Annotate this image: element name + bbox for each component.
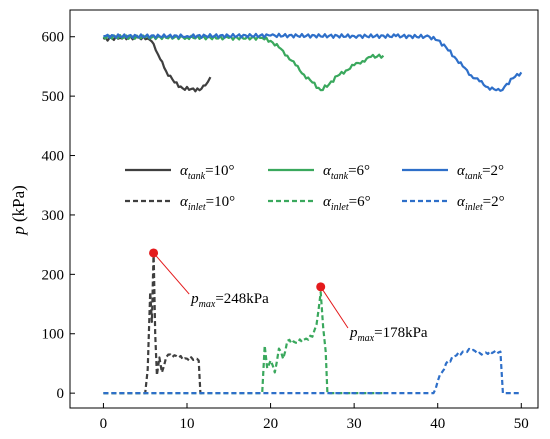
legend-label-2: αtank=6° — [323, 163, 370, 182]
y-tick-label-3: 300 — [42, 208, 65, 224]
plot-frame — [69, 9, 539, 409]
x-tick-label-0: 0 — [100, 416, 108, 432]
legend-label-0: αtank=10° — [180, 163, 235, 182]
y-axis-label: p (kPa) — [9, 185, 28, 236]
series-line-0 — [102, 35, 212, 93]
y-tick-label-5: 500 — [42, 89, 65, 105]
series-line-3 — [103, 291, 384, 395]
x-tick-label-5: 50 — [514, 416, 529, 432]
legend: αtank=10° αtank=6° αtank=2° αinlet=10° αinle… — [125, 163, 505, 213]
annotation-leader-1 — [320, 286, 349, 329]
annotation-label-1: pmax=178kPa — [349, 325, 428, 344]
y-tick-label-6: 600 — [42, 30, 65, 46]
annotations: pmax=248kPa pmax=178kPa — [149, 248, 428, 344]
series-line-2 — [102, 34, 385, 92]
legend-label-5: αinlet=2° — [457, 194, 505, 213]
annotation-leader-0 — [153, 252, 190, 295]
y-tick-label-0: 0 — [57, 386, 65, 402]
legend-label-3: αinlet=6° — [323, 194, 371, 213]
series-line-5 — [103, 347, 522, 395]
legend-label-1: αinlet=10° — [180, 194, 235, 213]
y-tick-label-2: 200 — [42, 267, 65, 283]
annotation-marker-1 — [316, 282, 326, 292]
y-tick-label-4: 400 — [42, 149, 65, 165]
legend-label-4: αtank=2° — [457, 163, 504, 182]
x-tick-label-3: 30 — [347, 416, 362, 432]
x-tick-label-2: 20 — [263, 416, 278, 432]
annotation-marker-0 — [149, 248, 159, 258]
series-line-4 — [103, 32, 523, 92]
series-line-1 — [103, 250, 204, 395]
annotation-label-0: pmax=248kPa — [190, 291, 269, 310]
x-tick-label-1: 10 — [180, 416, 195, 432]
y-tick-label-1: 100 — [42, 327, 65, 343]
plot-series — [102, 32, 523, 395]
x-tick-label-4: 40 — [430, 416, 445, 432]
